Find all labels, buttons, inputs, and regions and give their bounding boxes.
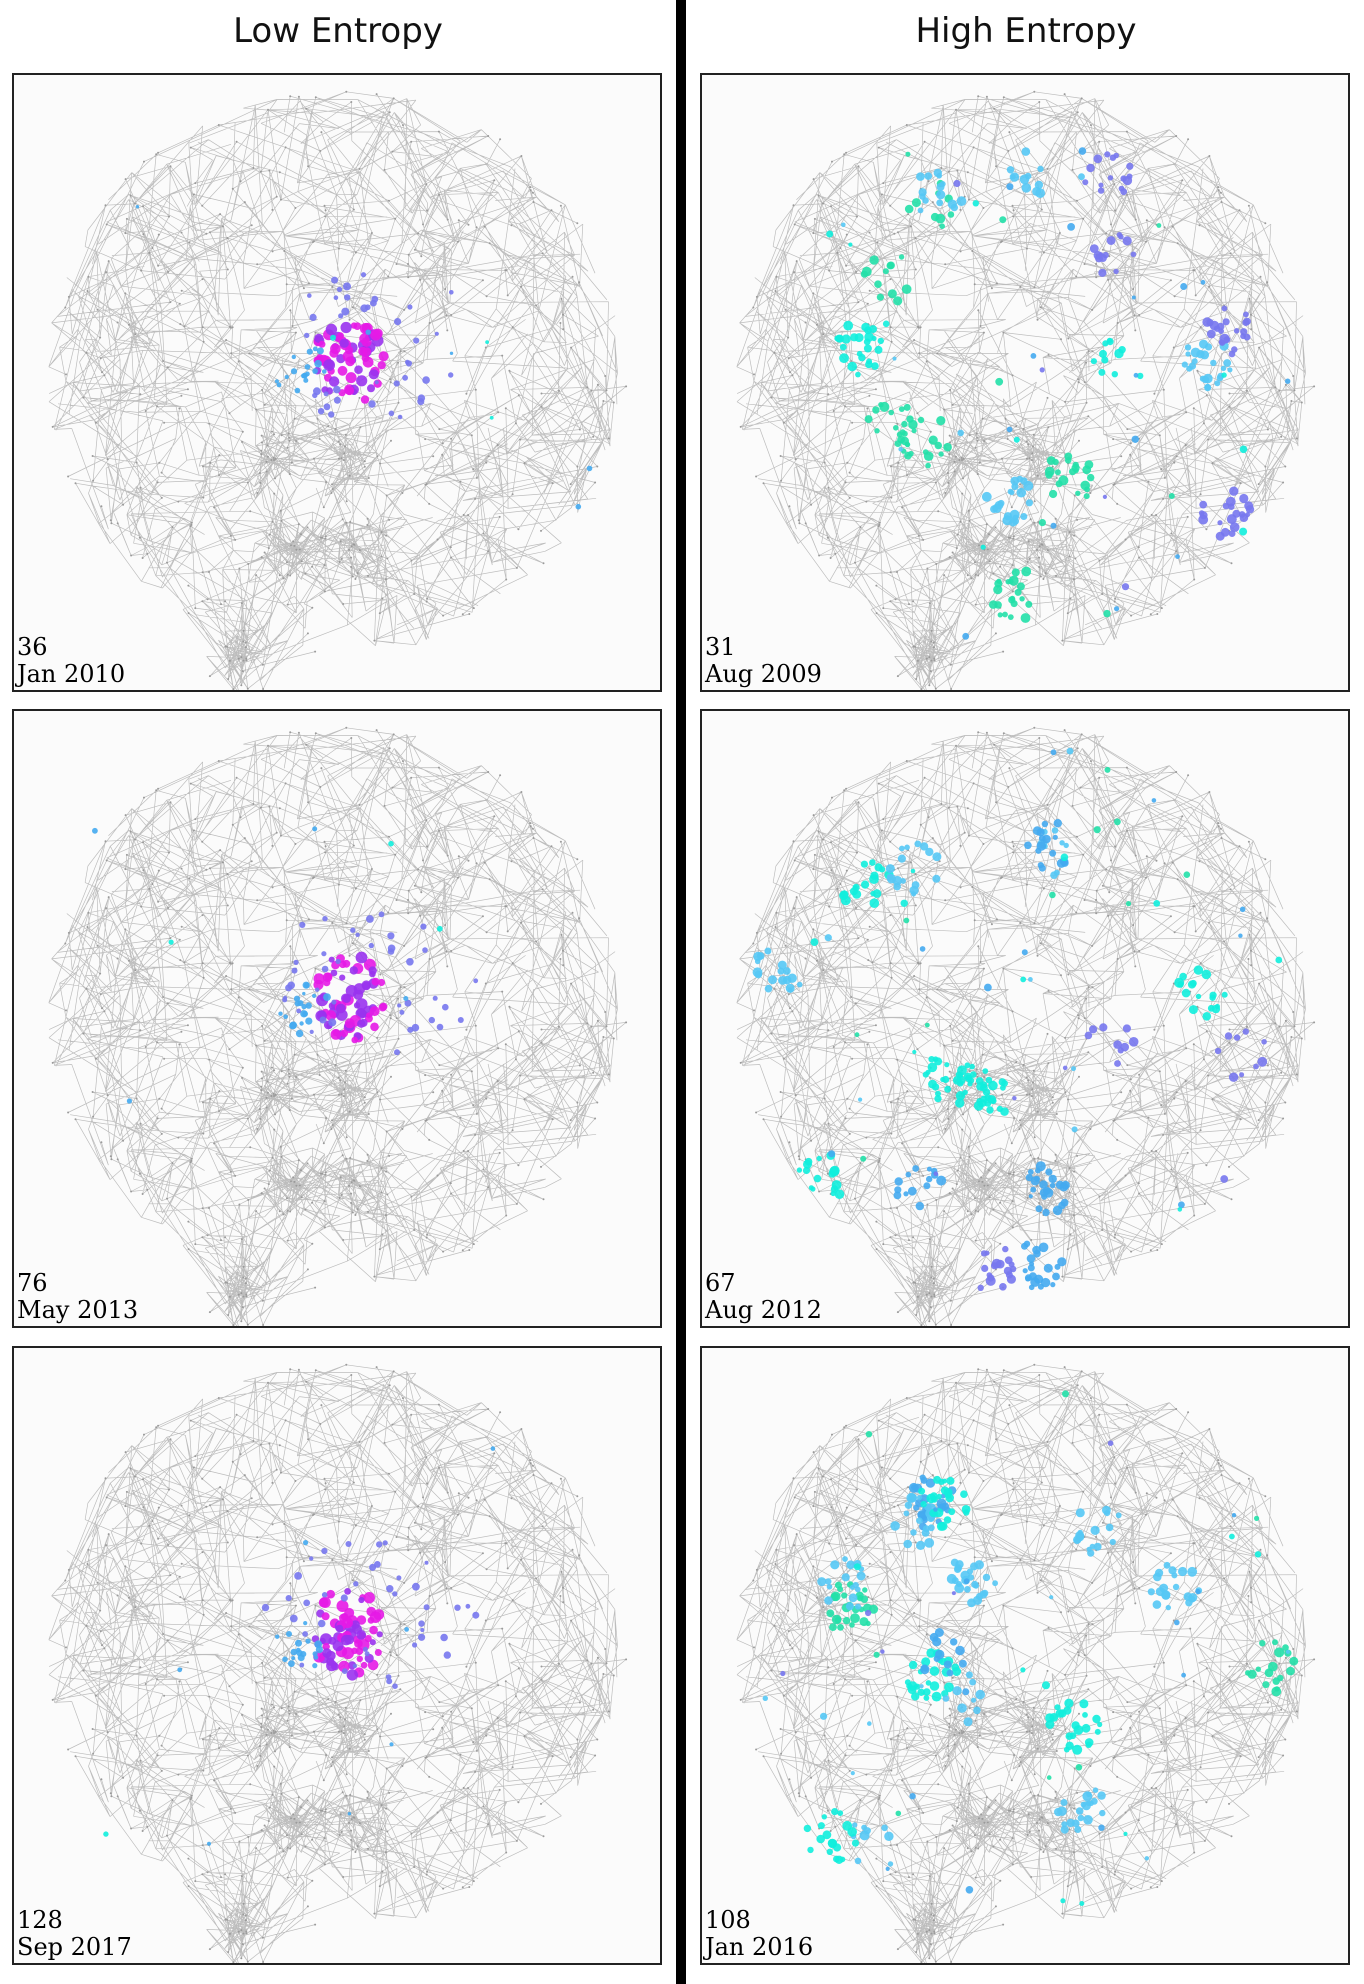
panel-index: 76 [17,1269,48,1297]
panel-date: Jan 2016 [705,1933,814,1961]
network-edges [48,727,627,1326]
network-edges [736,727,1315,1326]
panel-index: 67 [705,1269,736,1297]
network-panel: 36 Jan 2010 [12,73,662,692]
network-edges [736,1364,1315,1963]
highlighted-nodes [92,826,479,1104]
network-nodes [51,90,628,690]
network-graph [48,90,628,690]
panel-index: 31 [705,633,736,661]
network-nodes [739,1363,1316,1963]
highlighted-nodes [826,147,1291,640]
highlighted-nodes [103,1446,496,1846]
column-title-high-entropy: High Entropy [915,11,1137,51]
network-graph [736,1363,1316,1963]
network-graph [736,90,1316,690]
panel-index: 36 [17,633,48,661]
column-title-low-entropy: Low Entropy [233,11,443,51]
panel-index: 128 [17,1906,63,1934]
panel-date: Jan 2010 [17,660,126,688]
network-panel: 76 May 2013 [12,709,662,1328]
network-edges [736,91,1315,690]
network-edges [48,1364,627,1963]
panel-date: Aug 2012 [705,1296,822,1324]
panel-index: 108 [705,1906,751,1934]
panel-date: Aug 2009 [705,660,822,688]
network-panel: 67 Aug 2012 [700,709,1350,1328]
network-nodes [739,90,1316,690]
highlighted-nodes [752,747,1283,1291]
network-panel: 31 Aug 2009 [700,73,1350,692]
network-panel: 108 Jan 2016 [700,1346,1350,1965]
panel-date: May 2013 [17,1296,139,1324]
highlighted-nodes [762,1390,1299,1906]
network-graph [736,726,1316,1326]
highlighted-nodes [135,205,593,510]
network-nodes [51,1363,628,1963]
column-divider [676,0,686,1984]
network-panel: 128 Sep 2017 [12,1346,662,1965]
network-graph [48,726,628,1326]
panel-date: Sep 2017 [17,1933,132,1961]
network-edges [48,91,627,690]
network-nodes [739,726,1316,1326]
network-graph [48,1363,628,1963]
